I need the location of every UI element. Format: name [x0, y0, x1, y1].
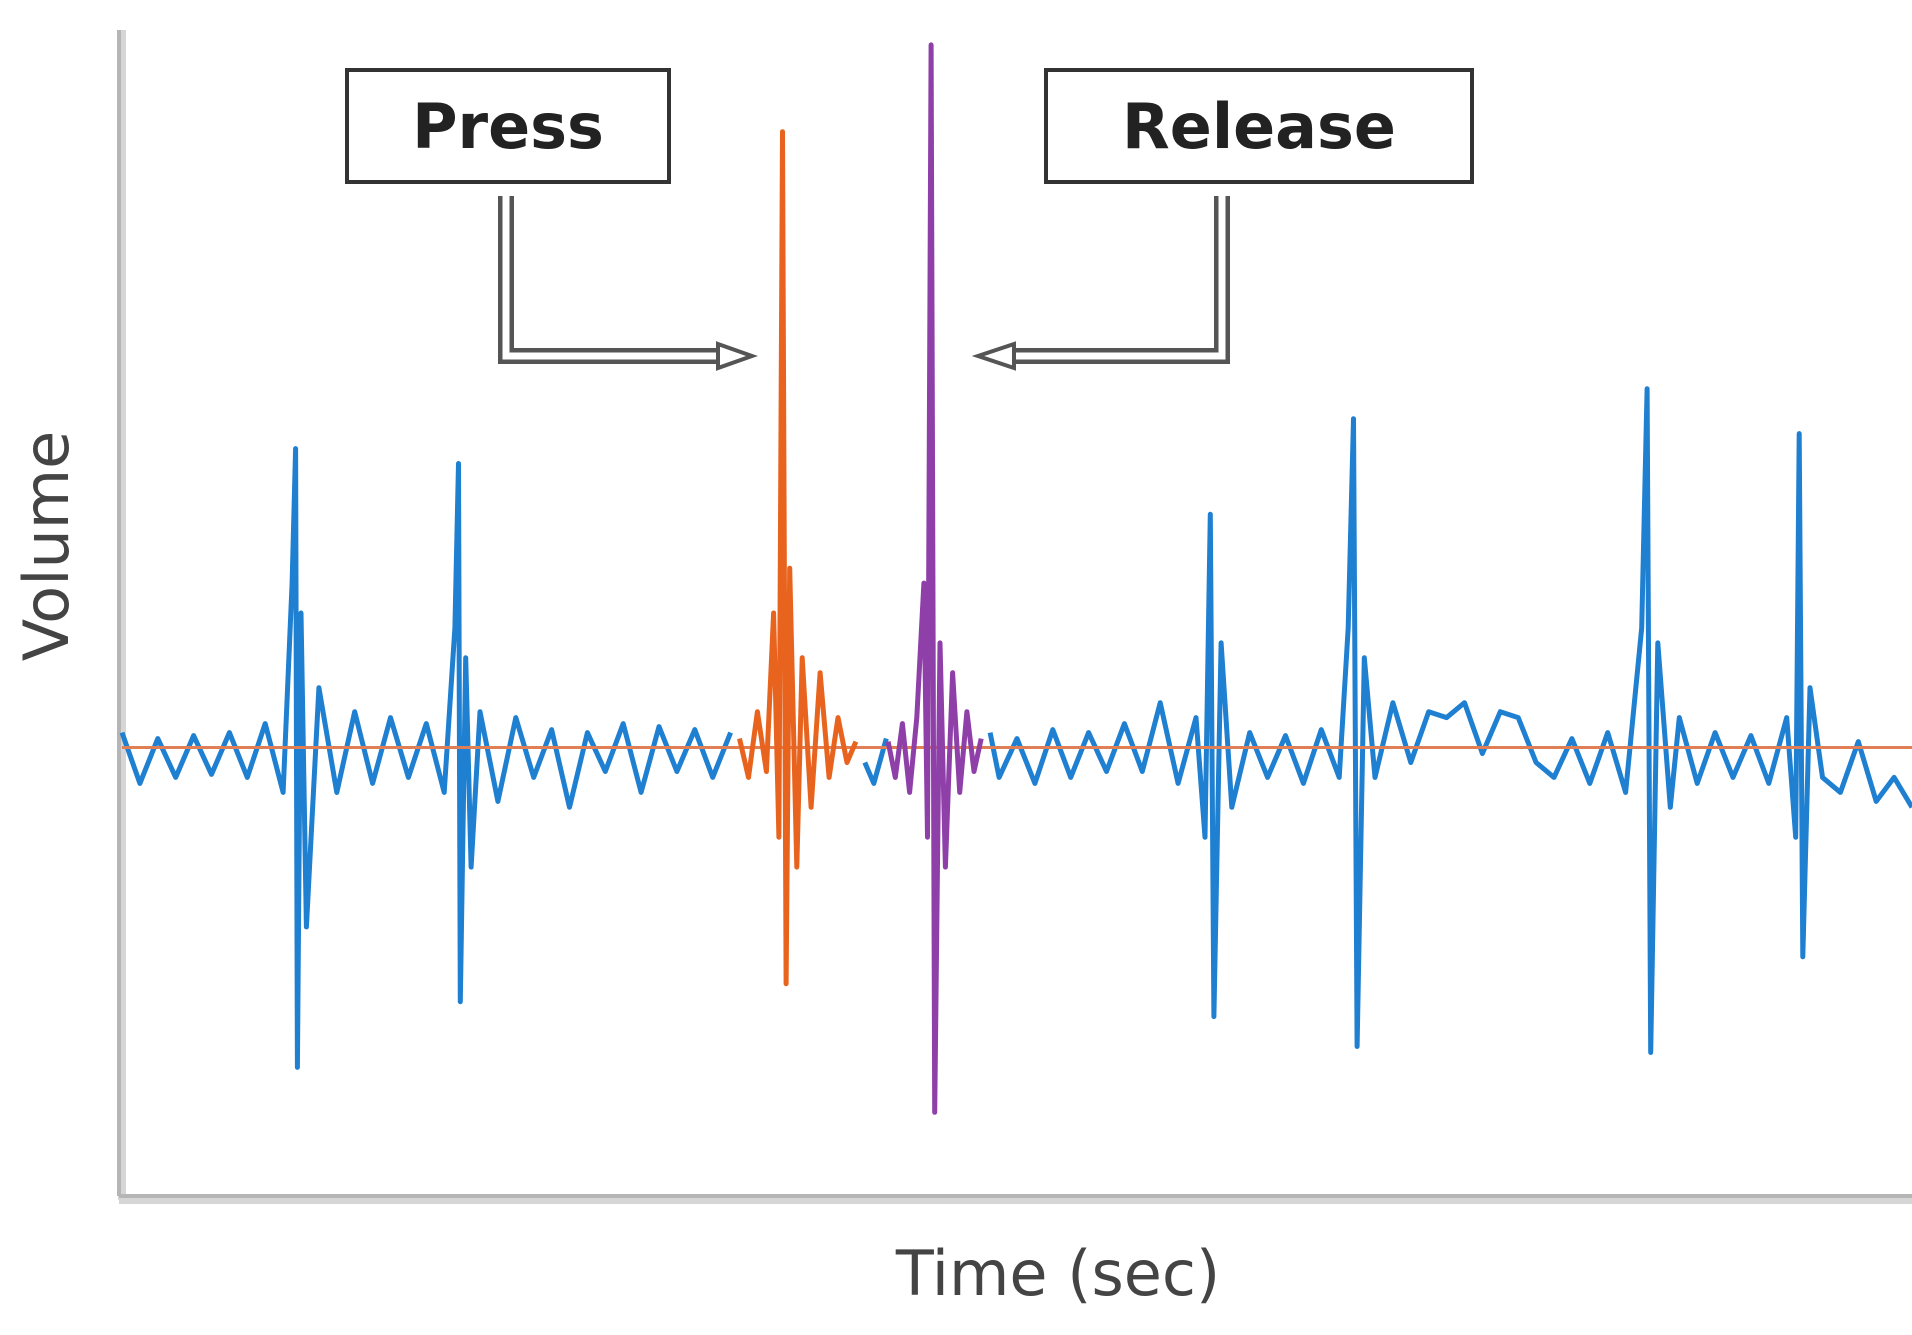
series-line — [885, 42, 984, 1115]
annotation: Release — [1122, 90, 1396, 163]
arrowhead — [716, 341, 759, 371]
plot-area — [119, 42, 1912, 1115]
annotation-arrows — [498, 196, 1230, 371]
x-axis-label: Time (sec) — [895, 1237, 1220, 1310]
annotation: Press — [412, 90, 604, 163]
arrowhead — [971, 341, 1016, 371]
series-line — [737, 129, 859, 987]
annotation-box — [345, 68, 671, 184]
arrow — [498, 196, 735, 364]
arrow-inner — [997, 196, 1226, 360]
arrow-inner — [502, 196, 735, 360]
series-line — [119, 386, 1912, 1070]
y-axis-label: Volume — [10, 431, 83, 662]
arrow — [997, 196, 1230, 364]
annotation-box — [1044, 68, 1474, 184]
